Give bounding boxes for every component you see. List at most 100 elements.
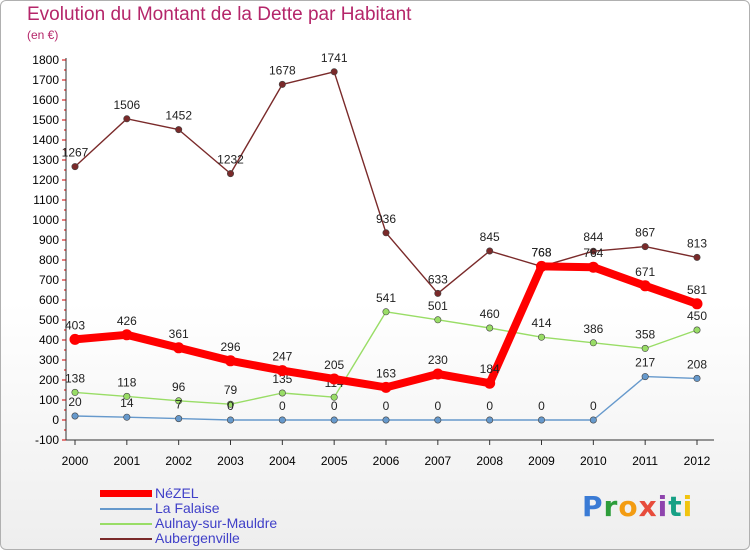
proxiti-logo: Proxiti (582, 490, 693, 523)
data-point (486, 324, 494, 332)
data-point (121, 329, 133, 341)
data-point (537, 333, 545, 341)
data-label: 14 (120, 396, 134, 410)
logo-letter: i (682, 490, 694, 523)
data-point (691, 298, 703, 310)
data-point (382, 308, 390, 316)
x-tick-label: 2010 (580, 454, 607, 468)
data-label: 1267 (62, 146, 89, 160)
data-label: 768 (531, 245, 551, 259)
legend-item: NéZEL (100, 485, 360, 501)
data-label: 0 (434, 399, 441, 413)
legend-label: Aubergenville (155, 530, 240, 546)
data-label: 217 (635, 356, 655, 370)
logo-letter: P (582, 490, 604, 523)
logo-letter: o (618, 490, 639, 523)
legend-swatch (100, 538, 152, 540)
data-label: 0 (538, 399, 545, 413)
data-point (328, 373, 340, 385)
y-tick-label: 1200 (32, 173, 59, 187)
data-point (71, 388, 79, 396)
data-label: 844 (583, 230, 603, 244)
data-point (587, 261, 599, 273)
x-tick-label: 2000 (62, 454, 89, 468)
x-tick-label: 2012 (684, 454, 711, 468)
data-label: 0 (279, 399, 286, 413)
data-label: 450 (687, 309, 707, 323)
x-tick-label: 2006 (373, 454, 400, 468)
data-point (537, 416, 545, 424)
data-label: 0 (590, 399, 597, 413)
data-point (225, 355, 236, 367)
data-label: 386 (583, 322, 603, 336)
data-point (693, 253, 701, 261)
x-tick-label: 2011 (632, 454, 658, 468)
data-point (641, 344, 649, 352)
data-point (434, 416, 442, 424)
data-point (175, 415, 183, 423)
data-label: 358 (635, 327, 655, 341)
x-tick-label: 2002 (165, 454, 192, 468)
data-label: 1232 (217, 153, 244, 167)
chart-subtitle: (en €) (27, 28, 59, 42)
x-tick-label: 2008 (476, 454, 503, 468)
y-tick-label: 1000 (32, 213, 59, 227)
legend-swatch (100, 508, 152, 510)
series-line-3 (74, 71, 698, 295)
data-point (278, 416, 286, 424)
legend-swatch (100, 490, 152, 497)
data-label: 0 (227, 399, 234, 413)
chart-legend: NéZEL La Falaise Aulnay-sur-Mauldre Auberge… (100, 485, 360, 546)
x-tick-label: 2007 (424, 454, 451, 468)
data-label: 96 (172, 380, 186, 394)
logo-letter: t (668, 490, 683, 523)
data-point (639, 280, 651, 292)
data-point (123, 392, 131, 400)
data-label: 7 (175, 398, 182, 412)
data-point (276, 365, 288, 377)
data-label: 184 (480, 362, 500, 376)
x-tick-label: 2004 (269, 454, 296, 468)
data-point (589, 416, 597, 424)
data-point (227, 400, 235, 408)
data-label: 581 (687, 283, 707, 297)
data-label: 208 (687, 357, 707, 371)
data-point (693, 326, 701, 334)
legend-label: La Falaise (155, 500, 220, 516)
data-label: 541 (376, 291, 396, 305)
y-tick-label: 0 (52, 413, 59, 427)
data-point (382, 229, 390, 237)
data-label: 813 (687, 236, 707, 250)
y-tick-label: 1600 (32, 93, 59, 107)
y-tick-label: 1300 (32, 153, 59, 167)
legend-label: Aulnay-sur-Mauldre (155, 515, 278, 531)
x-tick-label: 2001 (113, 454, 140, 468)
data-point (330, 416, 338, 424)
legend-item: Aubergenville (100, 530, 360, 546)
data-label: 936 (376, 212, 396, 226)
legend-swatch (100, 523, 152, 525)
data-point (432, 368, 444, 380)
data-label: 0 (383, 399, 390, 413)
data-label: 1506 (113, 98, 140, 112)
data-point (484, 377, 496, 389)
data-label: 79 (224, 383, 238, 397)
data-label: 426 (117, 314, 137, 328)
data-label: 0 (331, 399, 338, 413)
data-point (589, 247, 597, 255)
data-point (227, 170, 235, 178)
data-point (173, 342, 185, 354)
data-point (71, 412, 79, 420)
chart-title: Evolution du Montant de la Dette par Hab… (27, 4, 412, 25)
data-label: 118 (117, 375, 136, 389)
y-tick-label: 1700 (32, 73, 59, 87)
data-point (486, 416, 494, 424)
data-point (278, 389, 286, 397)
y-tick-label: 800 (39, 253, 59, 267)
data-label: 230 (428, 353, 448, 367)
y-tick-label: 1500 (32, 113, 59, 127)
y-tick-label: 1800 (32, 53, 59, 67)
y-tick-label: 500 (39, 313, 59, 327)
y-tick-label: 400 (39, 333, 59, 347)
